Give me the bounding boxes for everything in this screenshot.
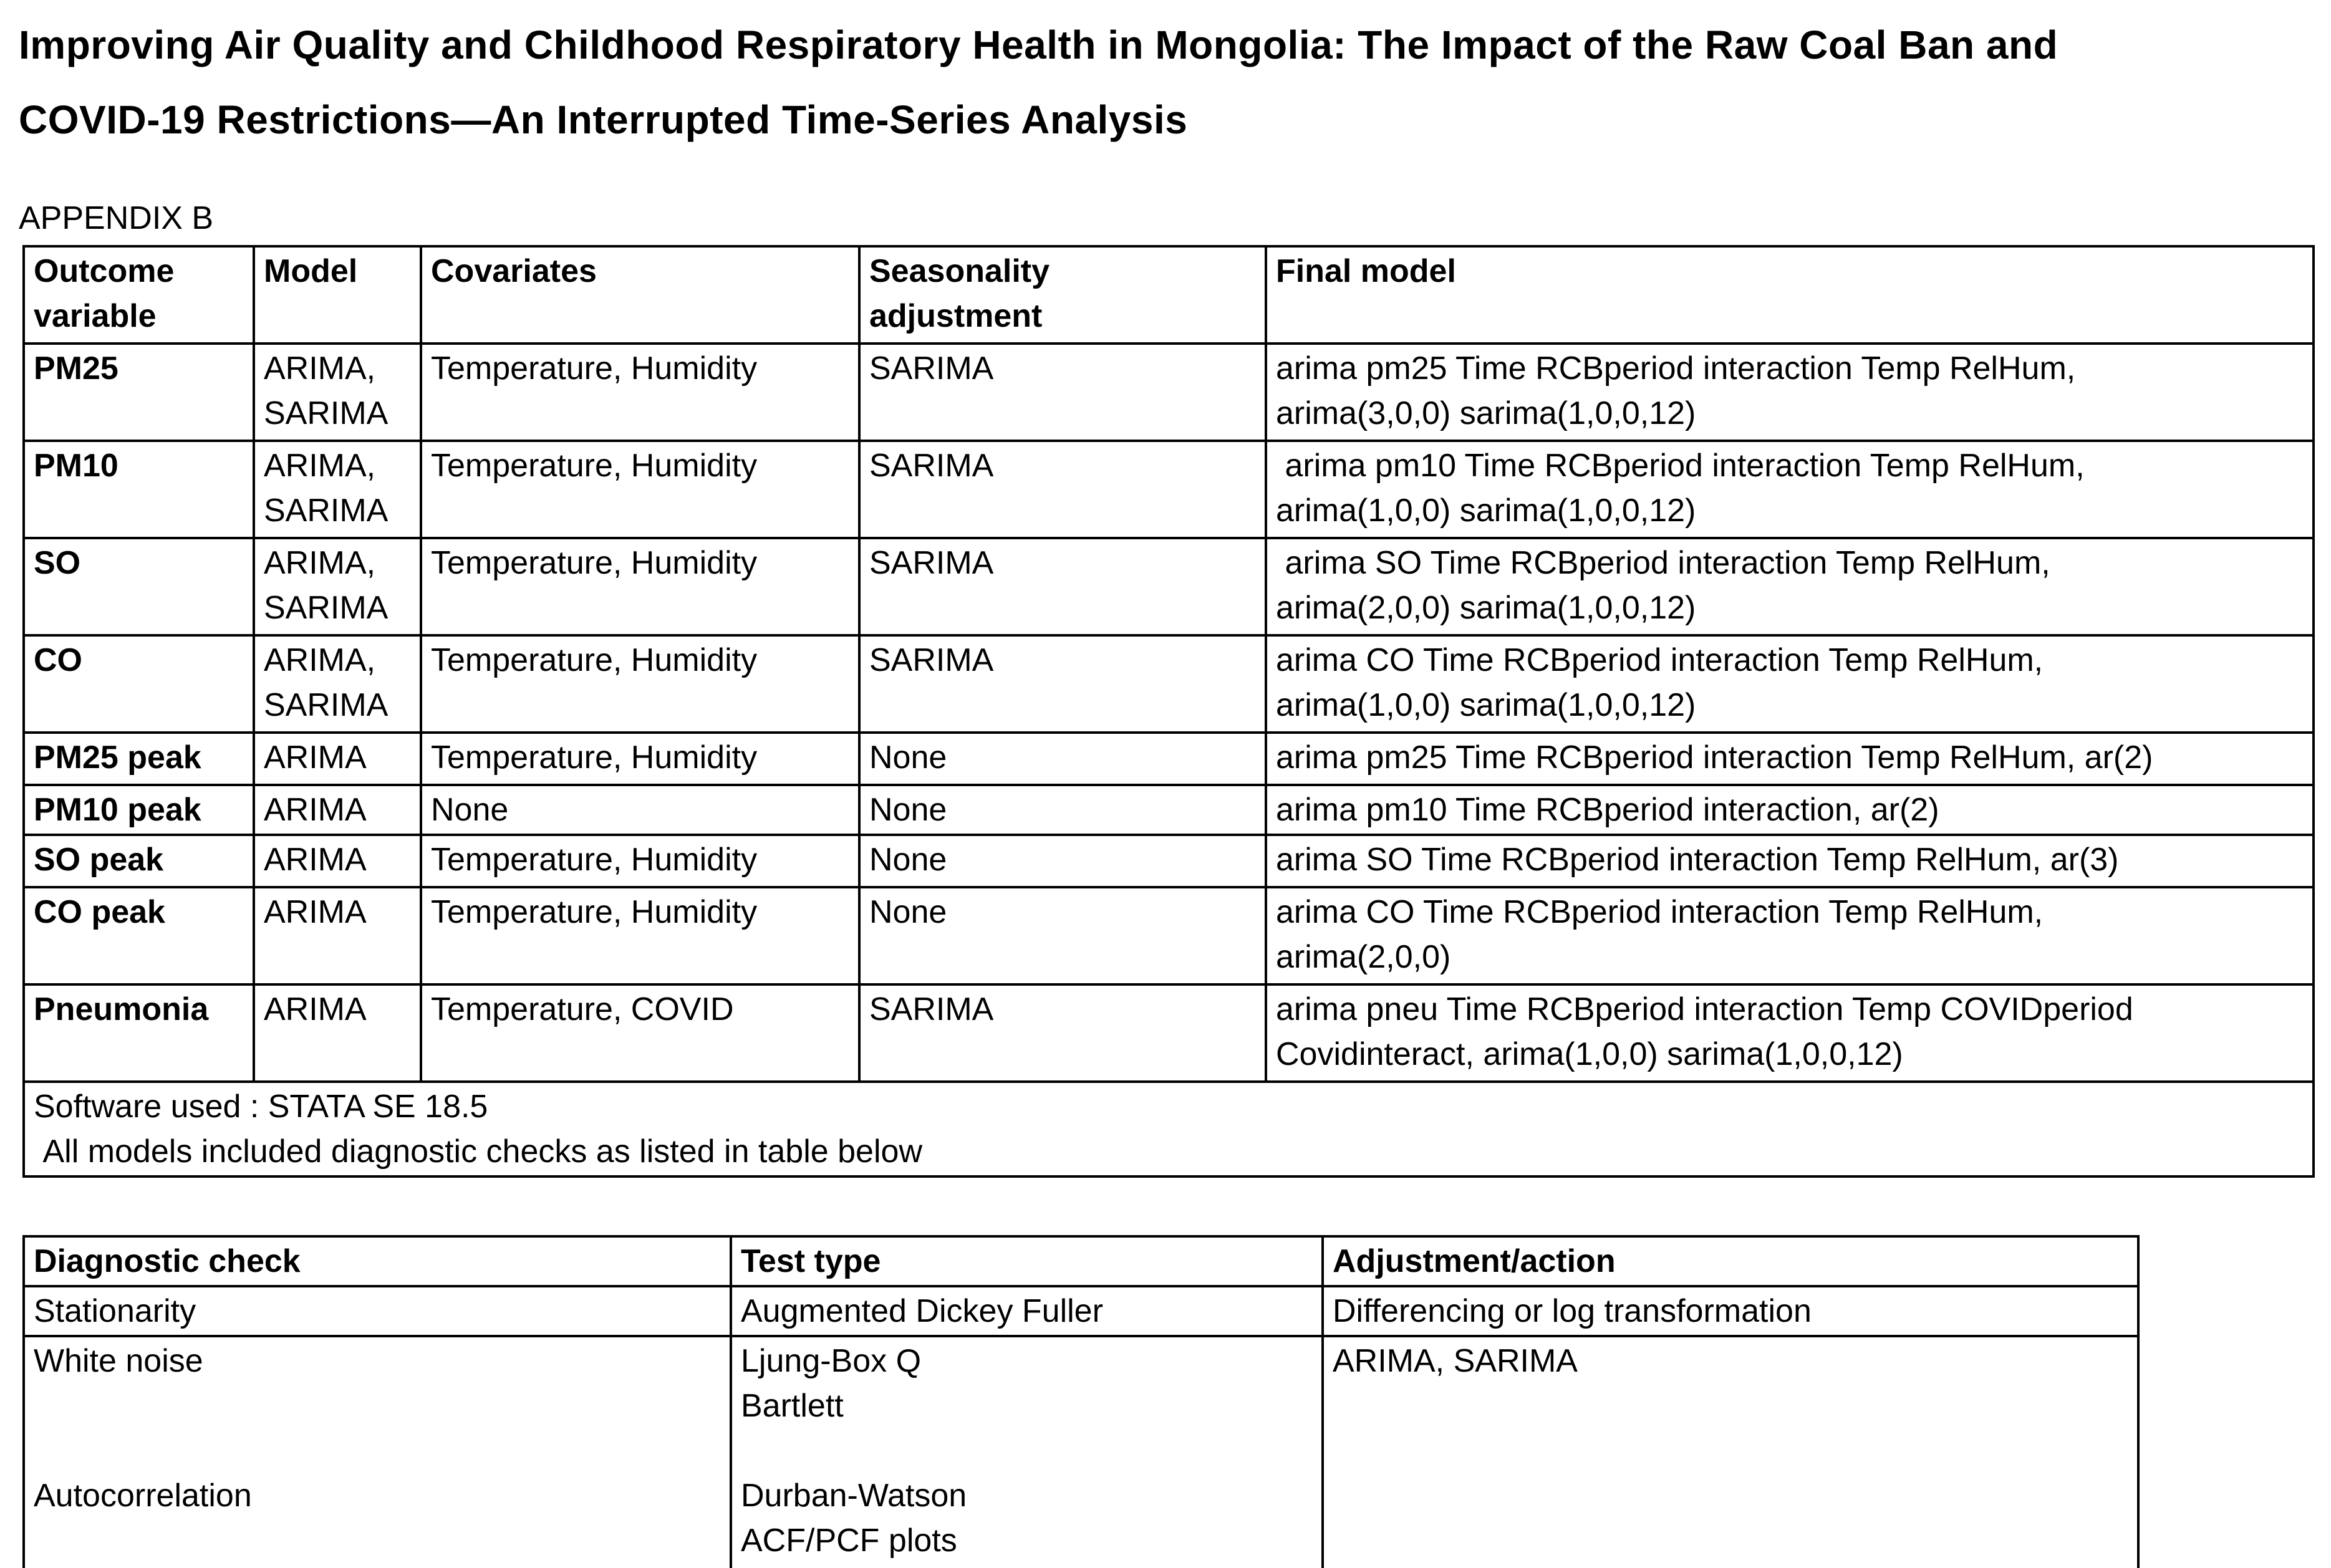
cell-model: ARIMA, SARIMA [253, 440, 422, 539]
models-table-row: CO peak ARIMA Temperature, Humidity None ari… [22, 886, 2315, 986]
cell-model: ARIMA [253, 983, 422, 1083]
appendix-label: APPENDIX B [19, 200, 214, 236]
cell-seasonality-adjustment: None [858, 886, 1267, 986]
diagnostics-table-header-row: Diagnostic check Test type Adjustment/ac… [22, 1235, 2140, 1287]
cell-seasonality-adjustment: SARIMA [858, 342, 1267, 442]
cell-diagnostic-check: White noise Autocorrelation [22, 1335, 732, 1568]
cell-seasonality-adjustment: SARIMA [858, 537, 1267, 637]
cell-seasonality-adjustment: SARIMA [858, 634, 1267, 734]
cell-adjustment-action: ARIMA, SARIMA [1321, 1335, 2140, 1568]
cell-outcome-variable: SO [22, 537, 255, 637]
header-final-model: Final model [1265, 245, 2315, 345]
cell-final-model: arima pm10 Time RCBperiod interaction Te… [1265, 440, 2315, 539]
models-table-row: PM10 peak ARIMA None None arima pm10 Time RC… [22, 784, 2315, 836]
models-table-row: Pneumonia ARIMA Temperature, COVID SARIMA ar… [22, 983, 2315, 1083]
cell-covariates: Temperature, Humidity [420, 342, 861, 442]
cell-test-type: Ljung-Box Q Bartlett Durban-Watson ACF/P… [730, 1335, 1324, 1568]
cell-outcome-variable: PM10 [22, 440, 255, 539]
cell-covariates: None [420, 784, 861, 836]
cell-adjustment-action: Differencing or log transformation [1321, 1285, 2140, 1337]
cell-final-model: arima pm10 Time RCBperiod interaction, a… [1265, 784, 2315, 836]
cell-covariates: Temperature, Humidity [420, 886, 861, 986]
header-covariates: Covariates [420, 245, 861, 345]
models-table: Outcome variable Model Covariates Season… [22, 245, 2315, 1178]
models-table-row: CO ARIMA, SARIMA Temperature, Humidity SARI… [22, 634, 2315, 734]
cell-model: ARIMA [253, 834, 422, 888]
cell-seasonality-adjustment: SARIMA [858, 983, 1267, 1083]
models-table-row: PM10 ARIMA, SARIMA Temperature, Humidity SA… [22, 440, 2315, 539]
cell-outcome-variable: CO [22, 634, 255, 734]
cell-final-model: arima SO Time RCBperiod interaction Temp… [1265, 537, 2315, 637]
cell-model: ARIMA, SARIMA [253, 342, 422, 442]
models-table-row: SO ARIMA, SARIMA Temperature, Humidity SARI… [22, 537, 2315, 637]
cell-model: ARIMA [253, 886, 422, 986]
cell-test-type: Augmented Dickey Fuller [730, 1285, 1324, 1337]
header-model: Model [253, 245, 422, 345]
models-table-header-row: Outcome variable Model Covariates Season… [22, 245, 2315, 345]
cell-final-model: arima pneu Time RCBperiod interaction Te… [1265, 983, 2315, 1083]
cell-outcome-variable: PM25 peak [22, 731, 255, 786]
header-seasonality-adjustment: Seasonality adjustment [858, 245, 1267, 345]
cell-final-model: arima pm25 Time RCBperiod interaction Te… [1265, 342, 2315, 442]
models-table-footer-row: Software used : STATA SE 18.5 All models… [22, 1080, 2315, 1178]
cell-model: ARIMA, SARIMA [253, 537, 422, 637]
models-table-row: PM25 peak ARIMA Temperature, Humidity None a… [22, 731, 2315, 786]
cell-seasonality-adjustment: None [858, 731, 1267, 786]
cell-seasonality-adjustment: None [858, 784, 1267, 836]
cell-model: ARIMA [253, 784, 422, 836]
cell-covariates: Temperature, COVID [420, 983, 861, 1083]
cell-outcome-variable: CO peak [22, 886, 255, 986]
models-table-row: SO peak ARIMA Temperature, Humidity None ari… [22, 834, 2315, 888]
header-outcome-variable: Outcome variable [22, 245, 255, 345]
document-title: Improving Air Quality and Childhood Resp… [19, 22, 2058, 142]
cell-outcome-variable: SO peak [22, 834, 255, 888]
cell-covariates: Temperature, Humidity [420, 634, 861, 734]
cell-covariates: Temperature, Humidity [420, 440, 861, 539]
cell-diagnostic-check: Stationarity [22, 1285, 732, 1337]
cell-covariates: Temperature, Humidity [420, 834, 861, 888]
cell-final-model: arima SO Time RCBperiod interaction Temp… [1265, 834, 2315, 888]
cell-seasonality-adjustment: None [858, 834, 1267, 888]
cell-outcome-variable: PM10 peak [22, 784, 255, 836]
header-adjustment-action: Adjustment/action [1321, 1235, 2140, 1287]
header-diagnostic-check: Diagnostic check [22, 1235, 732, 1287]
header-test-type: Test type [730, 1235, 1324, 1287]
cell-final-model: arima pm25 Time RCBperiod interaction Te… [1265, 731, 2315, 786]
cell-covariates: Temperature, Humidity [420, 731, 861, 786]
cell-model: ARIMA [253, 731, 422, 786]
models-table-row: PM25 ARIMA, SARIMA Temperature, Humidity SA… [22, 342, 2315, 442]
models-table-footnote: Software used : STATA SE 18.5 All models… [22, 1080, 2315, 1178]
cell-covariates: Temperature, Humidity [420, 537, 861, 637]
cell-final-model: arima CO Time RCBperiod interaction Temp… [1265, 886, 2315, 986]
cell-outcome-variable: Pneumonia [22, 983, 255, 1083]
diagnostics-table-row: White noise Autocorrelation Ljung-Box Q B… [22, 1335, 2140, 1568]
cell-seasonality-adjustment: SARIMA [858, 440, 1267, 539]
cell-model: ARIMA, SARIMA [253, 634, 422, 734]
diagnostics-table-row: Stationarity Augmented Dickey Fuller Diffe… [22, 1285, 2140, 1337]
cell-outcome-variable: PM25 [22, 342, 255, 442]
cell-final-model: arima CO Time RCBperiod interaction Temp… [1265, 634, 2315, 734]
diagnostics-table: Diagnostic check Test type Adjustment/ac… [22, 1235, 2140, 1568]
